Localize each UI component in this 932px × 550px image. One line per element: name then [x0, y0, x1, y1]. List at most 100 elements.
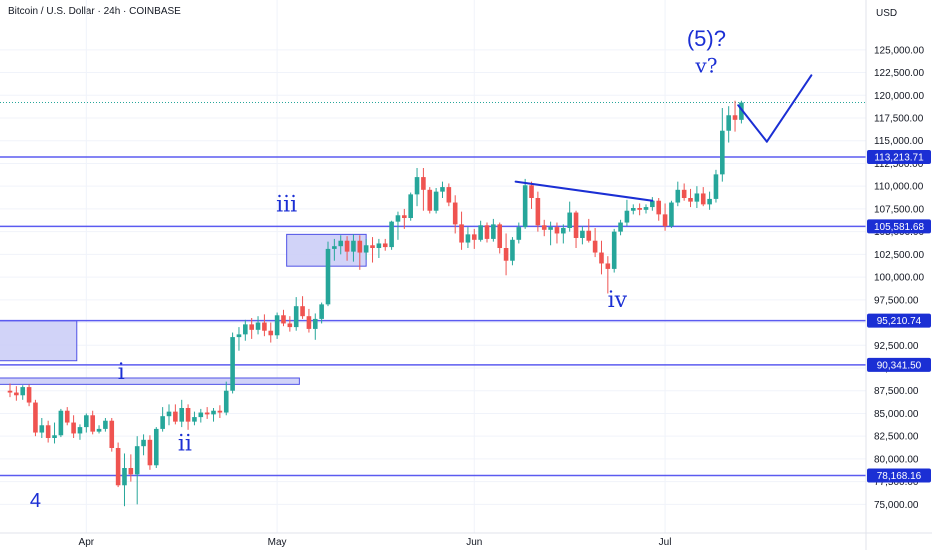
- candle[interactable]: [115, 442, 121, 488]
- candle[interactable]: [421, 168, 426, 211]
- candle[interactable]: [26, 384, 32, 407]
- candle[interactable]: [332, 238, 337, 261]
- candle[interactable]: [39, 418, 45, 438]
- candle[interactable]: [471, 228, 477, 249]
- candle[interactable]: [141, 434, 146, 456]
- candle[interactable]: [522, 178, 528, 229]
- candle[interactable]: [306, 308, 312, 333]
- candle[interactable]: [312, 313, 318, 340]
- candle[interactable]: [274, 312, 280, 339]
- candle[interactable]: [45, 420, 51, 443]
- candle[interactable]: [669, 200, 674, 228]
- candle[interactable]: [128, 454, 134, 482]
- candle[interactable]: [204, 407, 210, 419]
- candle[interactable]: [459, 211, 464, 250]
- candle[interactable]: [516, 222, 522, 244]
- range-box[interactable]: [0, 320, 78, 362]
- candle[interactable]: [243, 319, 248, 341]
- candle[interactable]: [720, 108, 725, 182]
- candle[interactable]: [217, 405, 223, 418]
- candle[interactable]: [700, 187, 706, 207]
- candle[interactable]: [662, 203, 668, 231]
- candle[interactable]: [376, 238, 382, 258]
- candle[interactable]: [287, 316, 293, 332]
- candle[interactable]: [160, 407, 165, 432]
- candle[interactable]: [363, 238, 369, 260]
- candle[interactable]: [103, 418, 108, 432]
- candle[interactable]: [605, 256, 611, 294]
- candle[interactable]: [192, 411, 197, 426]
- candle[interactable]: [414, 168, 420, 207]
- candle[interactable]: [166, 404, 172, 426]
- candle[interactable]: [134, 436, 140, 505]
- candle[interactable]: [14, 386, 19, 401]
- candle[interactable]: [262, 314, 267, 337]
- candle[interactable]: [122, 453, 127, 507]
- candle[interactable]: [84, 413, 89, 433]
- candle[interactable]: [739, 100, 744, 124]
- candle[interactable]: [268, 322, 274, 343]
- candle[interactable]: [236, 327, 242, 351]
- candle[interactable]: [408, 192, 413, 221]
- candle[interactable]: [52, 422, 57, 444]
- candle[interactable]: [7, 383, 13, 398]
- candle[interactable]: [402, 208, 407, 229]
- candle[interactable]: [325, 241, 331, 307]
- candles[interactable]: [7, 100, 744, 507]
- candle[interactable]: [338, 235, 344, 255]
- candle[interactable]: [592, 228, 598, 258]
- candle[interactable]: [440, 181, 445, 198]
- candle[interactable]: [580, 226, 585, 245]
- candle[interactable]: [446, 183, 452, 207]
- candle[interactable]: [300, 296, 305, 319]
- candle[interactable]: [230, 332, 235, 394]
- candle[interactable]: [20, 385, 26, 400]
- candle[interactable]: [77, 424, 83, 440]
- candle[interactable]: [637, 203, 642, 216]
- candle[interactable]: [433, 188, 439, 214]
- candle[interactable]: [293, 297, 299, 331]
- candle[interactable]: [179, 399, 185, 428]
- candle[interactable]: [223, 381, 229, 416]
- candle[interactable]: [656, 198, 662, 221]
- time-axis[interactable]: Apr May Jun Jul: [0, 532, 932, 548]
- candle[interactable]: [681, 183, 687, 201]
- candle[interactable]: [427, 187, 433, 214]
- candle[interactable]: [281, 309, 286, 327]
- candle[interactable]: [465, 227, 471, 248]
- candle[interactable]: [58, 408, 64, 438]
- candle[interactable]: [64, 407, 70, 426]
- candle[interactable]: [675, 181, 681, 207]
- candle[interactable]: [96, 425, 102, 434]
- candle[interactable]: [173, 404, 178, 425]
- candle[interactable]: [650, 197, 655, 211]
- candle[interactable]: [478, 220, 483, 242]
- candle[interactable]: [382, 238, 388, 251]
- candle[interactable]: [618, 219, 623, 236]
- candle[interactable]: [484, 222, 490, 243]
- candle[interactable]: [497, 222, 503, 254]
- candle[interactable]: [624, 199, 630, 227]
- candle[interactable]: [351, 234, 356, 262]
- candle[interactable]: [643, 204, 649, 214]
- candle[interactable]: [370, 237, 375, 263]
- candle[interactable]: [541, 219, 547, 237]
- candle[interactable]: [319, 302, 324, 324]
- trend-line[interactable]: [514, 180, 654, 202]
- price-axis[interactable]: USD 75,000.00 77,500.00 80,000.00 82,500.00…: [865, 0, 932, 550]
- candle[interactable]: [491, 218, 496, 242]
- candle[interactable]: [357, 235, 363, 270]
- candle[interactable]: [452, 195, 458, 234]
- candle[interactable]: [548, 221, 553, 246]
- trend-line[interactable]: [765, 74, 813, 143]
- candle[interactable]: [510, 237, 515, 266]
- trend-line[interactable]: [737, 104, 768, 143]
- candle[interactable]: [389, 220, 394, 250]
- candle[interactable]: [109, 418, 115, 452]
- candle[interactable]: [147, 435, 153, 470]
- candle[interactable]: [561, 224, 566, 244]
- candle[interactable]: [33, 399, 38, 437]
- candle[interactable]: [535, 191, 541, 232]
- candle[interactable]: [211, 408, 216, 422]
- candle[interactable]: [71, 415, 76, 438]
